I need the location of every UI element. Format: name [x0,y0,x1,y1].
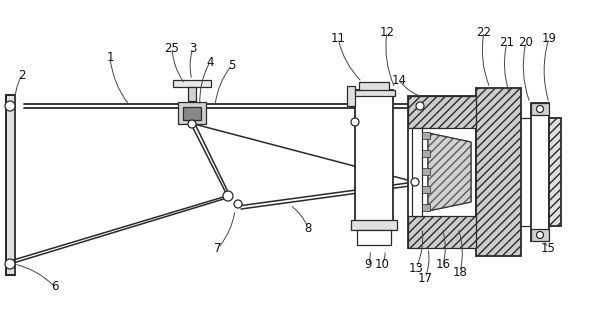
Text: 6: 6 [51,280,59,293]
Text: 8: 8 [304,222,312,234]
Circle shape [234,200,242,208]
Text: 15: 15 [541,242,556,254]
Bar [549,118,561,226]
Text: 13: 13 [408,261,423,274]
Circle shape [5,101,15,111]
Bar [531,229,549,241]
Text: 20: 20 [518,35,533,49]
Text: 19: 19 [542,32,557,44]
Bar [422,168,430,175]
Polygon shape [428,133,471,211]
Circle shape [416,102,424,110]
Circle shape [536,232,544,239]
Circle shape [223,191,233,201]
Bar [408,96,476,128]
Text: 11: 11 [331,32,346,44]
Bar [355,90,393,228]
Bar [422,204,430,211]
Bar [531,103,549,115]
Bar [422,132,430,139]
Bar [173,80,211,87]
Circle shape [188,120,196,128]
Bar [422,186,430,193]
Bar [422,150,430,157]
Bar [408,96,476,248]
Text: 2: 2 [19,69,26,81]
Bar [351,220,397,230]
Text: 3: 3 [190,42,197,54]
Text: 1: 1 [106,51,114,63]
Bar [347,86,355,106]
Bar [178,102,206,124]
Text: 17: 17 [417,271,432,285]
Bar [353,90,395,96]
Text: 22: 22 [477,25,492,39]
Text: 7: 7 [214,242,222,254]
Bar [408,216,476,248]
Polygon shape [428,133,471,211]
Text: 5: 5 [228,59,236,71]
Circle shape [411,178,419,186]
Text: 14: 14 [392,73,407,87]
Text: 21: 21 [499,35,514,49]
Bar [6,95,15,275]
Bar [412,128,422,216]
Bar [188,87,196,101]
Circle shape [351,118,359,126]
Text: 18: 18 [453,266,468,279]
Bar [359,82,389,92]
Text: 25: 25 [164,42,179,54]
Text: 4: 4 [206,55,213,69]
Bar [357,230,391,245]
Bar [531,103,549,241]
Circle shape [536,106,544,112]
Text: 10: 10 [374,259,389,271]
Bar [476,88,521,256]
Text: 9: 9 [364,259,372,271]
Bar [183,107,201,120]
Text: 16: 16 [435,259,450,271]
Text: 12: 12 [380,25,395,39]
Circle shape [5,259,15,269]
